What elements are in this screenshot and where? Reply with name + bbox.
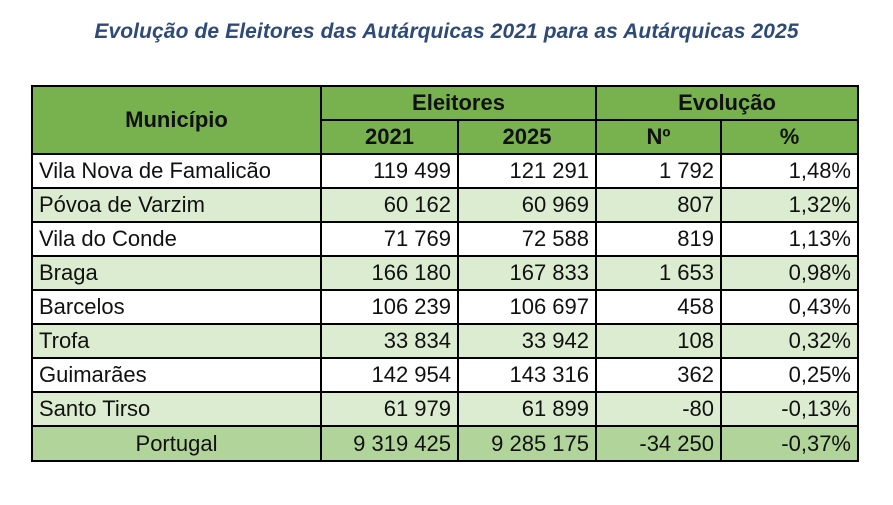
cell-2021: 61 979 xyxy=(320,391,459,427)
voters-table: Município Eleitores Evolução 2021 2025 N… xyxy=(31,85,859,462)
header-num: Nº xyxy=(595,119,722,155)
cell-municipio: Vila Nova de Famalicão xyxy=(31,153,322,189)
total-2025: 9 285 175 xyxy=(457,425,597,462)
cell-num: 819 xyxy=(595,221,722,257)
cell-num: 1 792 xyxy=(595,153,722,189)
cell-2025: 72 588 xyxy=(457,221,597,257)
cell-num: -80 xyxy=(595,391,722,427)
cell-2021: 60 162 xyxy=(320,187,459,223)
cell-2025: 143 316 xyxy=(457,357,597,393)
header-municipio: Município xyxy=(31,85,322,155)
cell-municipio: Vila do Conde xyxy=(31,221,322,257)
cell-pct: 1,48% xyxy=(720,153,859,189)
cell-2021: 71 769 xyxy=(320,221,459,257)
total-num: -34 250 xyxy=(595,425,722,462)
cell-2021: 33 834 xyxy=(320,323,459,359)
table-row: Santo Tirso 61 979 61 899 -80 -0,13% xyxy=(31,391,859,427)
cell-2025: 106 697 xyxy=(457,289,597,325)
header-row-top: Município Eleitores Evolução xyxy=(31,85,859,155)
total-row: Portugal 9 319 425 9 285 175 -34 250 -0,… xyxy=(31,425,859,462)
cell-num: 362 xyxy=(595,357,722,393)
header-evolucao: Evolução xyxy=(595,85,859,121)
cell-num: 458 xyxy=(595,289,722,325)
cell-pct: 0,98% xyxy=(720,255,859,291)
cell-2021: 106 239 xyxy=(320,289,459,325)
cell-pct: 1,13% xyxy=(720,221,859,257)
cell-2021: 166 180 xyxy=(320,255,459,291)
total-2021: 9 319 425 xyxy=(320,425,459,462)
table-row: Braga 166 180 167 833 1 653 0,98% xyxy=(31,255,859,291)
cell-municipio: Braga xyxy=(31,255,322,291)
header-2021: 2021 xyxy=(320,119,459,155)
header-pct: % xyxy=(720,119,859,155)
cell-num: 807 xyxy=(595,187,722,223)
page-title: Evolução de Eleitores das Autárquicas 20… xyxy=(94,20,799,43)
table-row: Trofa 33 834 33 942 108 0,32% xyxy=(31,323,859,359)
cell-pct: 1,32% xyxy=(720,187,859,223)
table-row: Vila do Conde 71 769 72 588 819 1,13% xyxy=(31,221,859,257)
cell-pct: 0,43% xyxy=(720,289,859,325)
cell-pct: 0,25% xyxy=(720,357,859,393)
cell-municipio: Barcelos xyxy=(31,289,322,325)
header-eleitores: Eleitores xyxy=(320,85,597,121)
cell-municipio: Santo Tirso xyxy=(31,391,322,427)
total-pct: -0,37% xyxy=(720,425,859,462)
table-row: Guimarães 142 954 143 316 362 0,25% xyxy=(31,357,859,393)
cell-2025: 60 969 xyxy=(457,187,597,223)
total-municipio: Portugal xyxy=(31,425,322,462)
cell-2021: 142 954 xyxy=(320,357,459,393)
cell-2025: 121 291 xyxy=(457,153,597,189)
cell-2025: 167 833 xyxy=(457,255,597,291)
header-row-sub: 2021 2025 Nº % xyxy=(32,119,859,155)
cell-pct: -0,13% xyxy=(720,391,859,427)
cell-municipio: Trofa xyxy=(31,323,322,359)
cell-num: 1 653 xyxy=(595,255,722,291)
table-row: Vila Nova de Famalicão 119 499 121 291 1… xyxy=(31,153,859,189)
cell-2025: 61 899 xyxy=(457,391,597,427)
cell-num: 108 xyxy=(595,323,722,359)
table-row: Barcelos 106 239 106 697 458 0,43% xyxy=(31,289,859,325)
header-2025: 2025 xyxy=(457,119,597,155)
cell-municipio: Guimarães xyxy=(31,357,322,393)
cell-2021: 119 499 xyxy=(320,153,459,189)
cell-municipio: Póvoa de Varzim xyxy=(31,187,322,223)
table-row: Póvoa de Varzim 60 162 60 969 807 1,32% xyxy=(31,187,859,223)
cell-2025: 33 942 xyxy=(457,323,597,359)
cell-pct: 0,32% xyxy=(720,323,859,359)
